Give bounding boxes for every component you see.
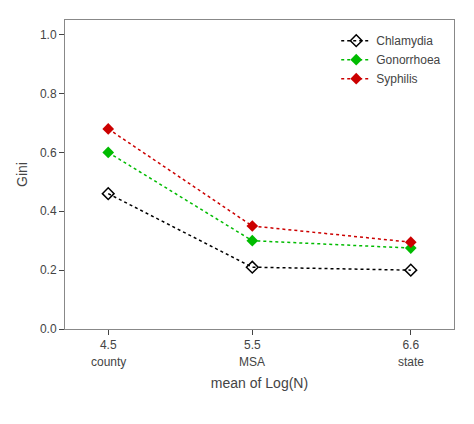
svg-text:Syphilis: Syphilis [376,72,417,86]
svg-text:Gonorrhoea: Gonorrhoea [376,53,440,67]
svg-text:county: county [91,355,126,369]
svg-text:6.6: 6.6 [402,338,419,352]
svg-text:0.8: 0.8 [40,87,57,101]
svg-text:Chlamydia: Chlamydia [376,34,433,48]
svg-text:mean of Log(N): mean of Log(N) [211,375,308,391]
svg-text:Gini: Gini [14,162,30,187]
svg-text:0.4: 0.4 [40,204,57,218]
svg-text:1.0: 1.0 [40,28,57,42]
svg-text:0.2: 0.2 [40,263,57,277]
svg-text:5.5: 5.5 [244,338,261,352]
svg-text:0.6: 0.6 [40,146,57,160]
svg-text:0.0: 0.0 [40,322,57,336]
svg-text:4.5: 4.5 [100,338,117,352]
svg-text:MSA: MSA [239,355,265,369]
svg-text:state: state [398,355,424,369]
